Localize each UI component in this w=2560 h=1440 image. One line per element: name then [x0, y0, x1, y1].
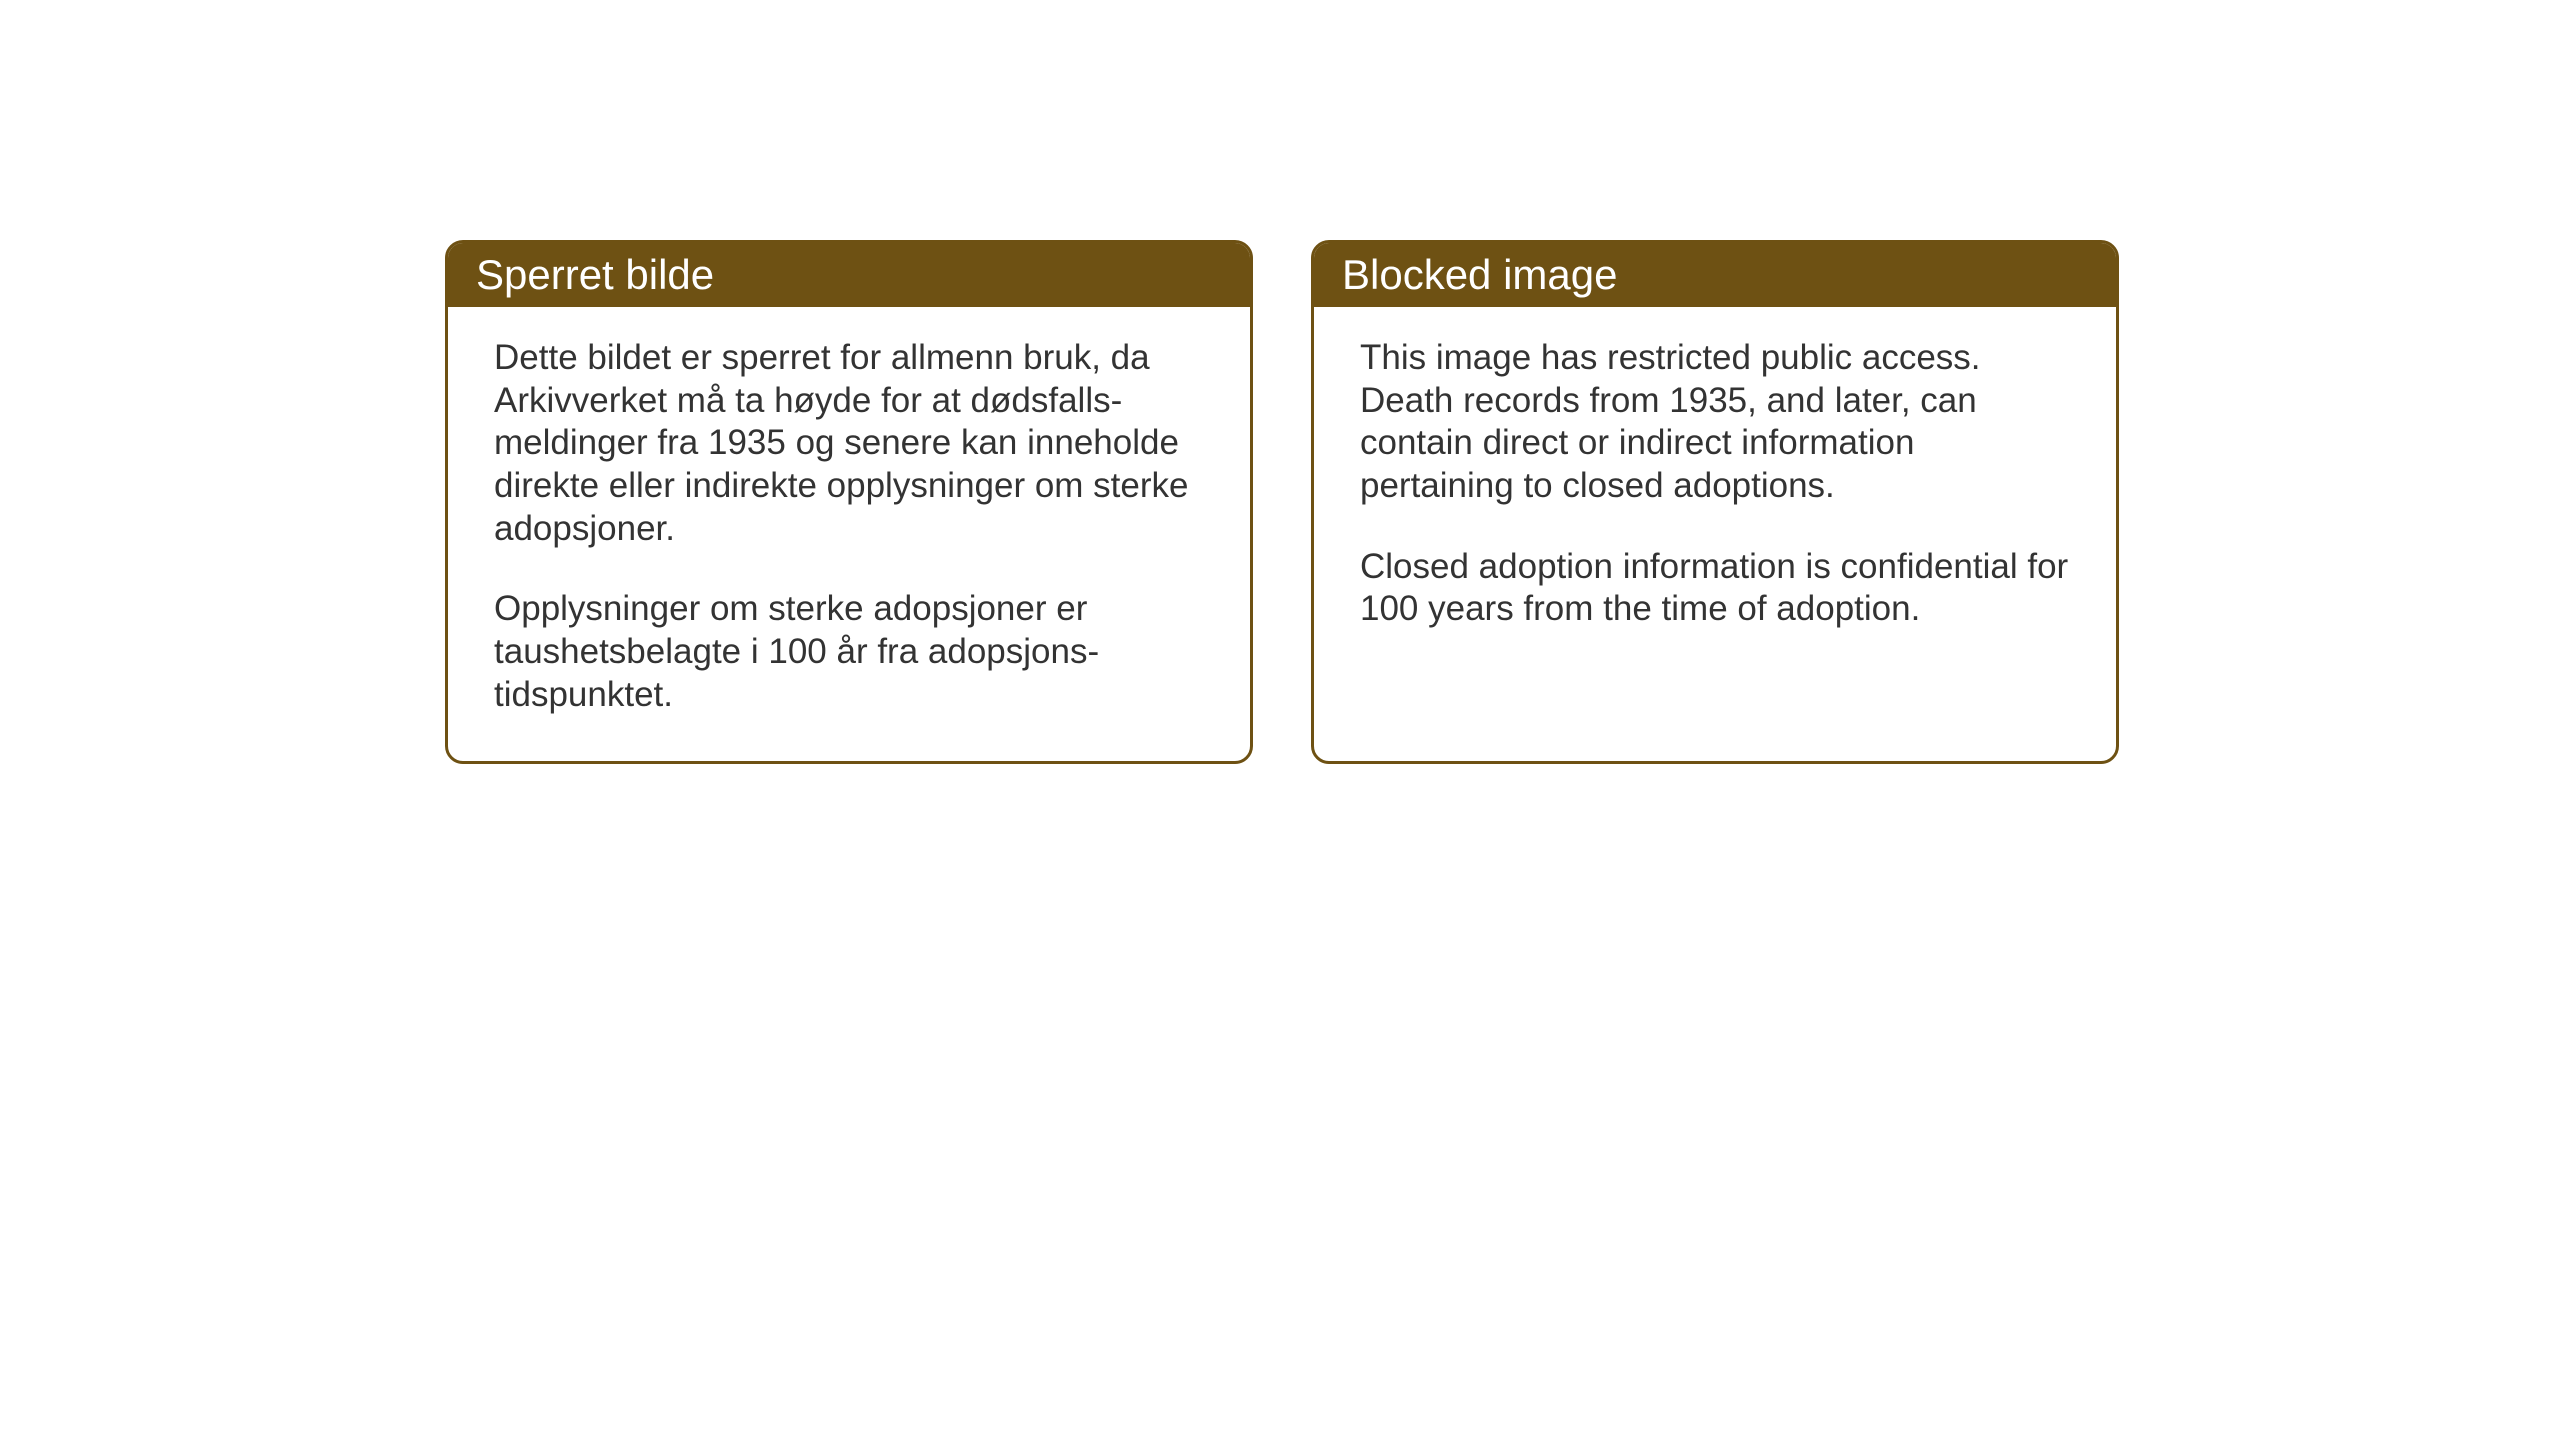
norwegian-card-header: Sperret bilde: [448, 243, 1250, 307]
norwegian-paragraph-1: Dette bildet er sperret for allmenn bruk…: [494, 337, 1204, 550]
english-notice-card: Blocked image This image has restricted …: [1311, 240, 2119, 764]
english-paragraph-2: Closed adoption information is confident…: [1360, 546, 2070, 631]
norwegian-notice-card: Sperret bilde Dette bildet er sperret fo…: [445, 240, 1253, 764]
english-card-header: Blocked image: [1314, 243, 2116, 307]
english-card-title: Blocked image: [1342, 251, 1617, 298]
english-card-body: This image has restricted public access.…: [1314, 307, 2116, 675]
norwegian-card-title: Sperret bilde: [476, 251, 714, 298]
notice-container: Sperret bilde Dette bildet er sperret fo…: [445, 240, 2119, 764]
norwegian-paragraph-2: Opplysninger om sterke adopsjoner er tau…: [494, 588, 1204, 716]
english-paragraph-1: This image has restricted public access.…: [1360, 337, 2070, 508]
norwegian-card-body: Dette bildet er sperret for allmenn bruk…: [448, 307, 1250, 761]
